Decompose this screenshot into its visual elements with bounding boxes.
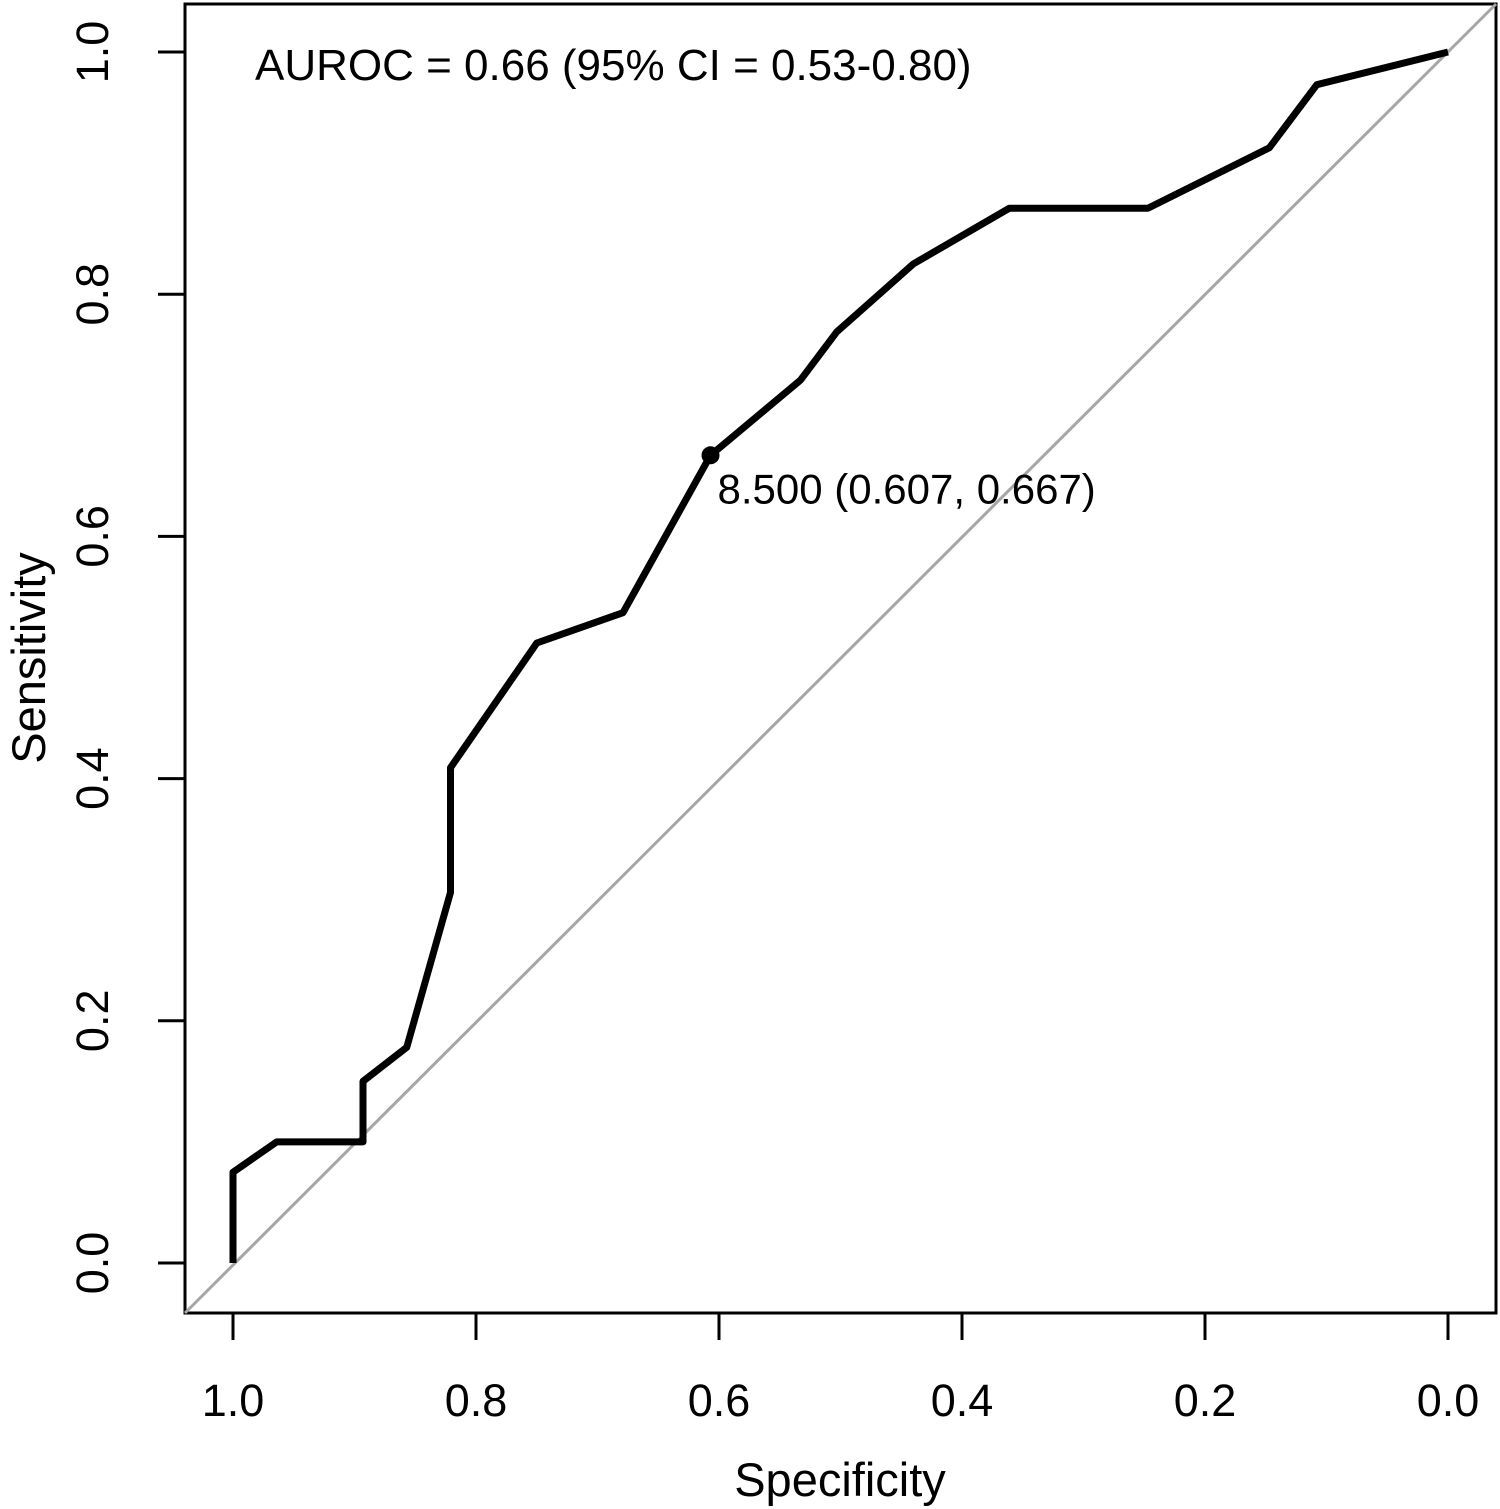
y-tick-label: 0.6 — [67, 505, 118, 568]
auroc-annotation: AUROC = 0.66 (95% CI = 0.53-0.80) — [255, 41, 972, 90]
y-tick-label: 0.0 — [67, 1232, 118, 1295]
x-axis-title: Specificity — [734, 1453, 946, 1506]
y-axis-title: Sensitivity — [2, 552, 55, 764]
y-axis: 0.0 0.2 0.4 0.6 0.8 1.0 — [67, 21, 185, 1295]
reference-line — [183, 2, 1498, 1315]
y-tick-label: 1.0 — [67, 21, 118, 84]
threshold-point-label: 8.500 (0.607, 0.667) — [718, 465, 1096, 512]
x-tick-label: 0.8 — [445, 1375, 508, 1426]
threshold-point-marker — [701, 446, 720, 465]
x-tick-label: 1.0 — [202, 1375, 265, 1426]
plot-area — [183, 2, 1498, 1315]
x-tick-label: 0.6 — [688, 1375, 751, 1426]
x-tick-label: 0.2 — [1174, 1375, 1237, 1426]
y-tick-label: 0.4 — [67, 747, 118, 810]
y-tick-label: 0.2 — [67, 990, 118, 1053]
x-tick-label: 0.0 — [1417, 1375, 1480, 1426]
x-tick-label: 0.4 — [931, 1375, 994, 1426]
x-axis: 1.0 0.8 0.6 0.4 0.2 0.0 — [202, 1313, 1480, 1426]
roc-curve — [229, 48, 1449, 1263]
y-tick-label: 0.8 — [67, 263, 118, 326]
